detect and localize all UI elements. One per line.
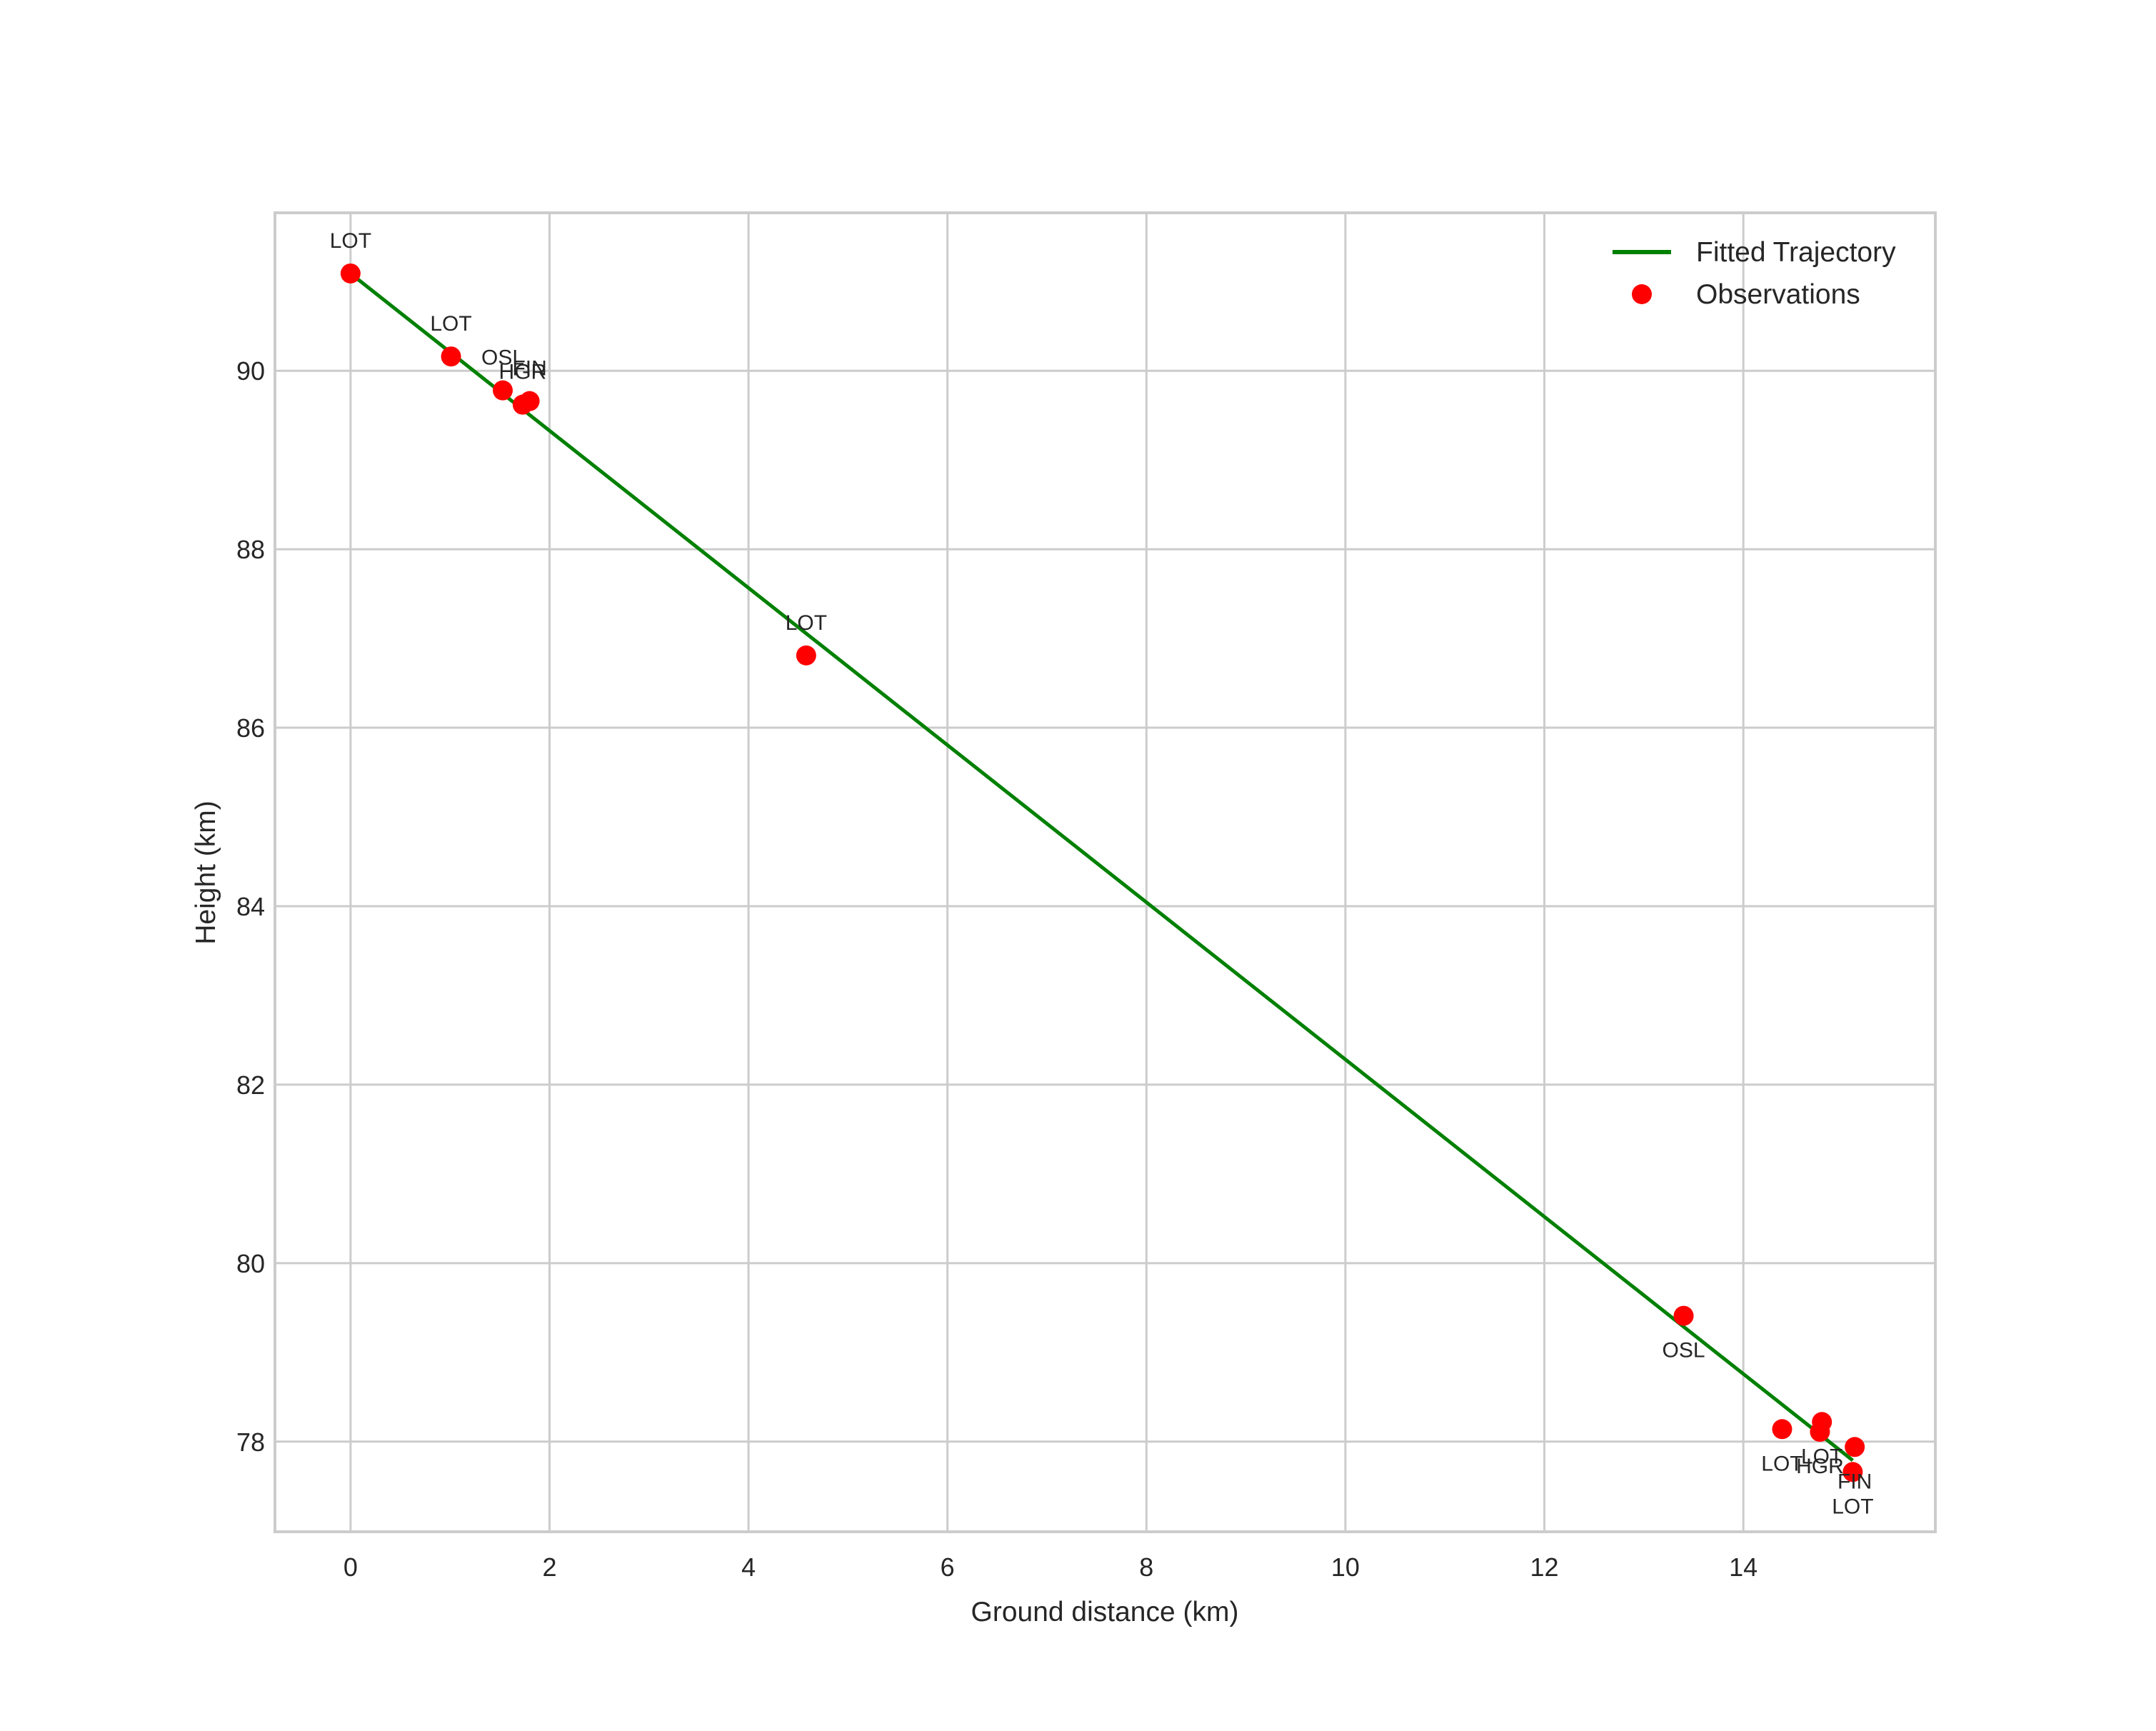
observation-marker (493, 380, 513, 401)
station-label: OSL (481, 346, 524, 370)
observation-marker (1810, 1422, 1830, 1442)
x-axis-label: Ground distance (km) (971, 1597, 1239, 1627)
observation-marker (1842, 1462, 1863, 1482)
trajectory-path (349, 272, 1854, 1462)
x-tick-label: 10 (1331, 1552, 1360, 1582)
station-label: FIN (512, 357, 546, 381)
grid-lines (275, 213, 1935, 1532)
observation-marker (796, 645, 816, 666)
legend-label-observations: Observations (1696, 279, 1860, 310)
observation-marker (1772, 1419, 1793, 1440)
observation-points (340, 263, 1865, 1482)
y-tick-label: 78 (236, 1428, 265, 1457)
y-tick-label: 80 (236, 1249, 265, 1278)
x-tick-label: 6 (941, 1552, 955, 1582)
y-tick-label: 88 (236, 535, 265, 564)
legend-label-fitted: Fitted Trajectory (1696, 237, 1896, 268)
legend: Fitted Trajectory Observations (1613, 237, 1896, 310)
x-tick-label: 8 (1139, 1552, 1153, 1582)
station-label: OSL (1663, 1339, 1705, 1363)
y-axis-label: Height (km) (191, 801, 221, 945)
station-label: FIN (1837, 1470, 1872, 1493)
y-tick-label: 90 (236, 356, 265, 386)
observation-marker (519, 391, 540, 411)
observation-marker (1673, 1305, 1694, 1326)
station-label: LOT (430, 312, 471, 336)
x-tick-label: 2 (542, 1552, 556, 1582)
y-tick-label: 86 (236, 713, 265, 743)
station-label: HGR (499, 361, 547, 384)
legend-dot-icon (1632, 284, 1652, 304)
station-label: LOT (1761, 1452, 1802, 1475)
x-tick-label: 4 (741, 1552, 756, 1582)
station-label: LOT (1832, 1495, 1873, 1518)
station-label: LOT (330, 229, 371, 253)
observation-marker (1845, 1437, 1865, 1457)
x-tick-label: 14 (1729, 1552, 1758, 1582)
y-tick-label: 84 (236, 892, 265, 921)
x-axis-ticks: 0 2 4 6 8 10 12 14 (344, 1552, 1758, 1582)
observation-marker (441, 346, 461, 367)
observation-marker (340, 263, 361, 284)
y-tick-label: 82 (236, 1070, 265, 1100)
axes-frame (274, 211, 1937, 1533)
station-label: HGR (1796, 1455, 1844, 1478)
x-tick-label: 0 (344, 1552, 358, 1582)
fitted-trajectory-line (349, 272, 1854, 1462)
station-label: LOT (786, 611, 827, 635)
y-axis-ticks: 78 80 82 84 86 88 90 (236, 356, 265, 1457)
station-label: LOT (1801, 1445, 1842, 1468)
x-tick-label: 12 (1530, 1552, 1559, 1582)
